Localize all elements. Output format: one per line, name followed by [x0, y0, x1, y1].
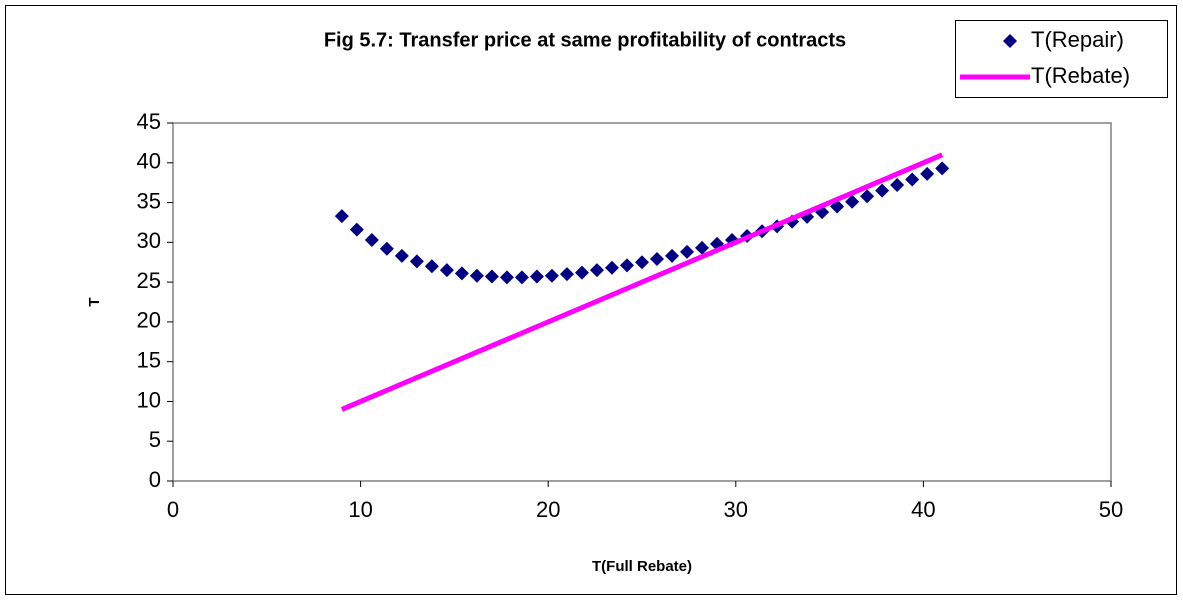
data-point [589, 263, 604, 278]
data-point [364, 232, 379, 247]
y-tick-label: 35 [137, 188, 161, 213]
x-tick-label: 40 [911, 497, 935, 522]
data-point [424, 259, 439, 274]
y-tick-label: 0 [149, 467, 161, 492]
data-point [604, 260, 619, 275]
legend-swatch [1003, 34, 1017, 48]
data-point [469, 268, 484, 283]
data-point [935, 161, 950, 176]
data-point [860, 189, 875, 204]
y-tick-label: 5 [149, 427, 161, 452]
data-point [484, 269, 499, 284]
x-tick-label: 10 [348, 497, 372, 522]
y-tick-label: 15 [137, 347, 161, 372]
y-axis-label: T [86, 297, 103, 306]
plot-area [172, 122, 1112, 482]
legend [955, 20, 1168, 98]
y-tick-label: 45 [137, 109, 161, 134]
series-line [340, 152, 944, 412]
x-axis-label: T(Full Rebate) [592, 558, 692, 575]
legend-label: T(Rebate) [1031, 63, 1130, 88]
data-point [349, 222, 364, 237]
data-point [514, 270, 529, 285]
data-point [890, 178, 905, 193]
data-point [379, 241, 394, 256]
x-tick-label: 50 [1099, 497, 1123, 522]
data-point [409, 254, 424, 269]
data-point [680, 244, 695, 259]
data-point [920, 166, 935, 181]
data-point [529, 269, 544, 284]
data-point [665, 248, 680, 263]
chart-title: Fig 5.7: Transfer price at same profitab… [324, 29, 846, 51]
data-point [574, 265, 589, 280]
y-tick-label: 25 [137, 268, 161, 293]
y-tick-label: 20 [137, 308, 161, 333]
x-tick-label: 0 [167, 497, 179, 522]
data-point [635, 255, 649, 270]
y-tick-label: 10 [137, 387, 161, 412]
data-point [334, 209, 349, 224]
data-point [695, 240, 710, 255]
data-point [875, 183, 890, 198]
data-point [905, 172, 920, 187]
data-point [650, 252, 665, 267]
x-tick-label: 20 [536, 497, 560, 522]
data-point [619, 258, 634, 273]
data-point [559, 267, 574, 282]
data-point [544, 268, 559, 283]
data-point [454, 266, 469, 281]
data-point [499, 270, 514, 285]
y-tick-label: 30 [137, 228, 161, 253]
y-tick-label: 40 [137, 149, 161, 174]
x-tick-label: 30 [724, 497, 748, 522]
legend-label: T(Repair) [1031, 27, 1124, 52]
data-point [394, 248, 409, 263]
data-point [845, 194, 860, 209]
data-point [439, 263, 454, 278]
